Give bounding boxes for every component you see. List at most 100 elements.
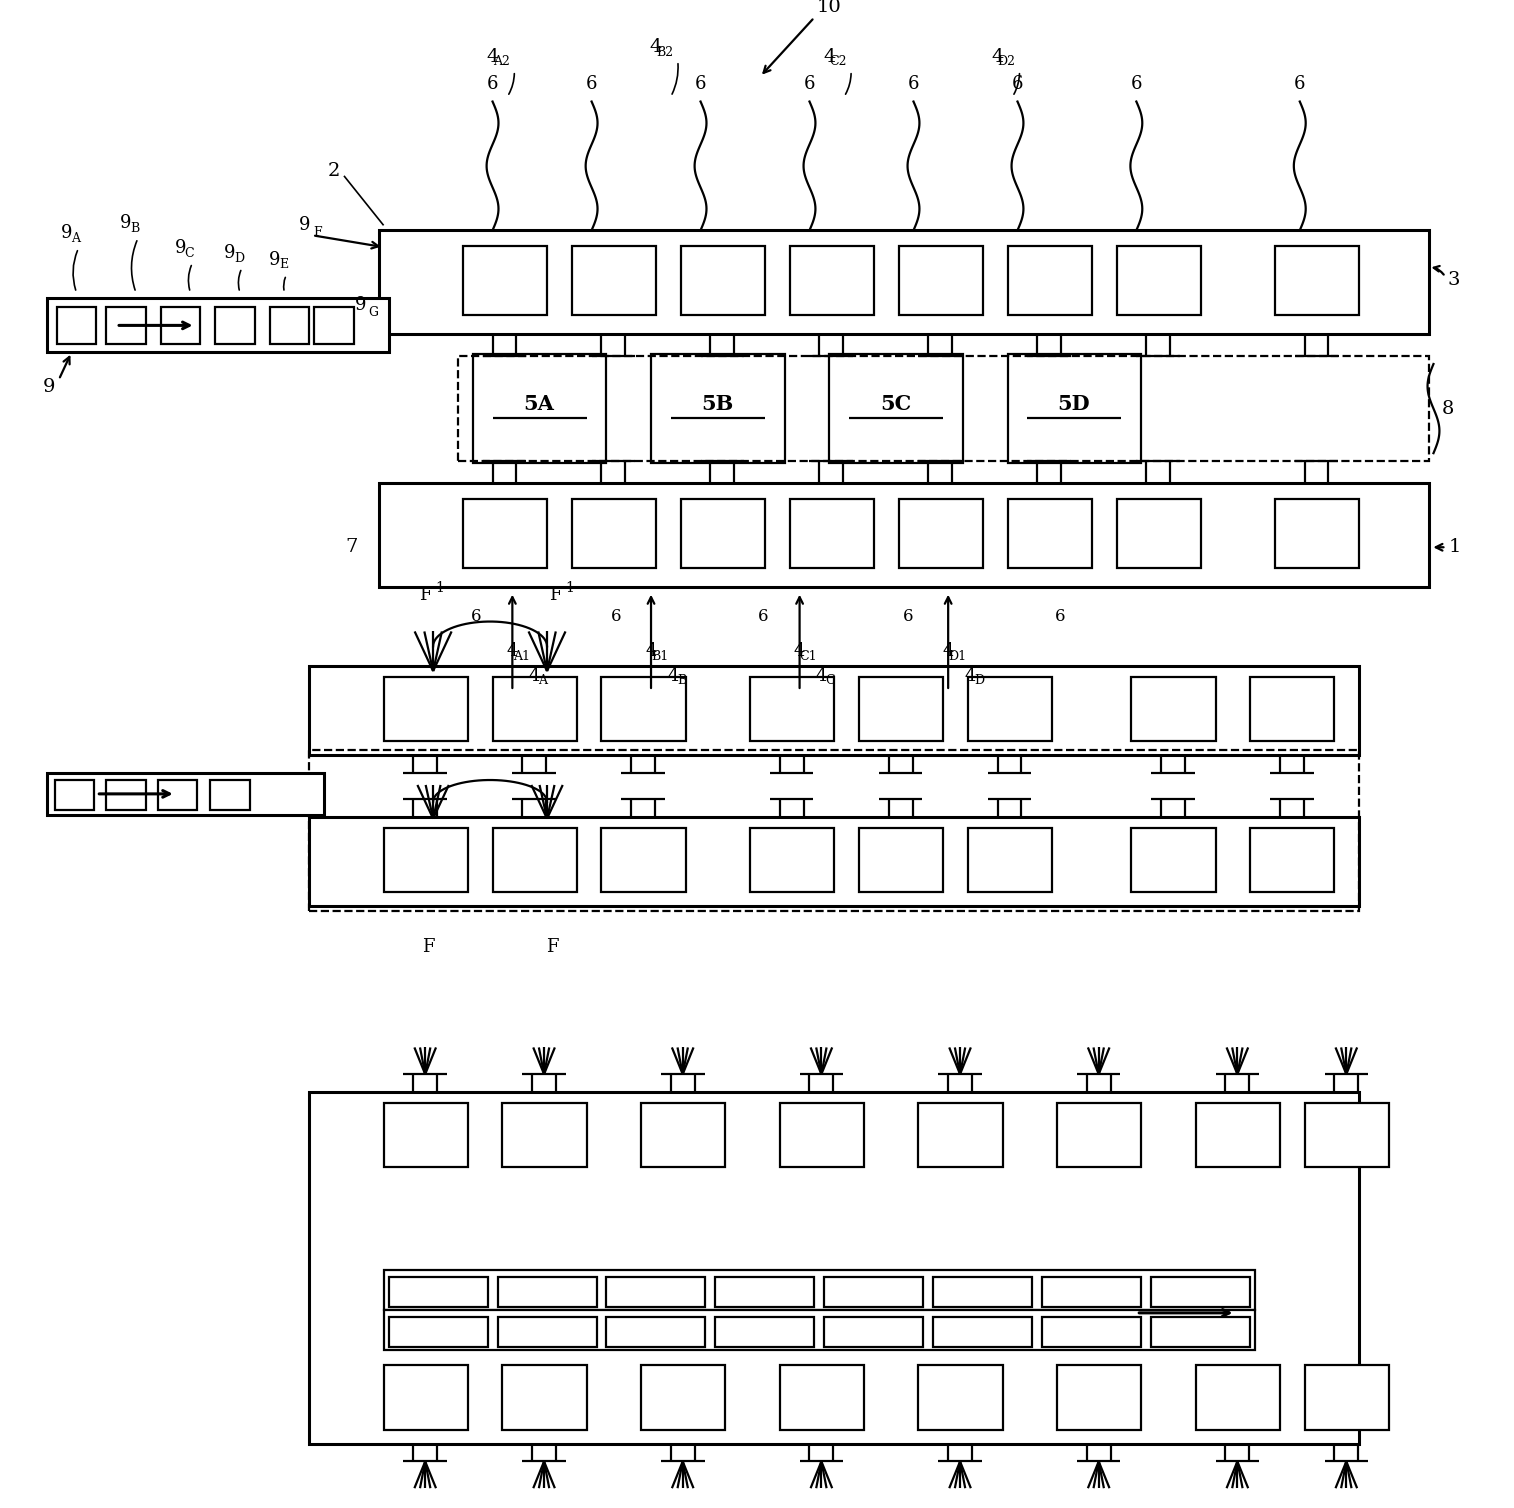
- Bar: [463, 246, 547, 315]
- Text: 6: 6: [757, 608, 768, 626]
- Text: 4: 4: [668, 667, 678, 685]
- Text: 1: 1: [565, 581, 574, 594]
- Text: E: E: [279, 258, 288, 271]
- Text: 9: 9: [269, 250, 280, 268]
- Bar: [601, 677, 686, 742]
- Text: G: G: [369, 306, 378, 320]
- Bar: [1042, 1277, 1142, 1307]
- Text: 6: 6: [804, 75, 815, 92]
- Text: 9: 9: [298, 216, 310, 234]
- Text: D: D: [974, 674, 984, 688]
- Bar: [640, 1102, 725, 1167]
- Bar: [498, 1316, 597, 1347]
- Bar: [1116, 246, 1201, 315]
- Bar: [858, 828, 943, 891]
- Text: C2: C2: [830, 56, 846, 68]
- Text: C1: C1: [799, 650, 818, 662]
- Bar: [503, 1102, 586, 1167]
- Bar: [47, 297, 389, 353]
- Text: 6: 6: [488, 75, 498, 92]
- Text: C: C: [185, 247, 194, 259]
- Text: 5B: 5B: [701, 394, 733, 413]
- Text: 6: 6: [904, 608, 914, 626]
- Text: 6: 6: [908, 75, 919, 92]
- Text: 4: 4: [992, 48, 1004, 66]
- Bar: [824, 1277, 924, 1307]
- Bar: [378, 231, 1429, 335]
- Text: 1: 1: [1449, 538, 1461, 556]
- Bar: [1008, 246, 1092, 315]
- Bar: [457, 356, 1429, 461]
- Bar: [106, 306, 145, 344]
- Bar: [383, 1365, 468, 1430]
- Text: 4: 4: [824, 48, 836, 66]
- Bar: [790, 246, 874, 315]
- Bar: [1116, 499, 1201, 569]
- Bar: [1196, 1102, 1279, 1167]
- Bar: [492, 828, 577, 891]
- Bar: [309, 1092, 1360, 1443]
- Text: B2: B2: [657, 45, 674, 59]
- Bar: [967, 677, 1052, 742]
- Bar: [780, 1365, 864, 1430]
- Bar: [1251, 677, 1334, 742]
- Bar: [309, 817, 1360, 906]
- Text: D2: D2: [998, 56, 1016, 68]
- Bar: [1057, 1365, 1142, 1430]
- Text: 6: 6: [471, 608, 481, 626]
- Bar: [572, 246, 656, 315]
- Bar: [383, 1102, 468, 1167]
- Text: 6: 6: [1131, 75, 1142, 92]
- Text: B1: B1: [651, 650, 669, 662]
- Bar: [824, 1316, 924, 1347]
- Bar: [933, 1277, 1033, 1307]
- Bar: [210, 780, 250, 810]
- Bar: [919, 1365, 1002, 1430]
- Bar: [967, 828, 1052, 891]
- Bar: [1305, 1365, 1388, 1430]
- Bar: [315, 306, 354, 344]
- Bar: [899, 246, 983, 315]
- Bar: [383, 677, 468, 742]
- Bar: [607, 1316, 706, 1347]
- Text: C: C: [825, 674, 836, 688]
- Text: F: F: [548, 585, 562, 603]
- Text: 4: 4: [507, 642, 518, 661]
- Text: F: F: [422, 938, 435, 956]
- Text: F: F: [419, 585, 431, 603]
- Text: 10: 10: [818, 0, 842, 17]
- Bar: [681, 499, 765, 569]
- Bar: [933, 1316, 1033, 1347]
- Bar: [651, 354, 784, 463]
- Bar: [472, 354, 607, 463]
- Text: 6: 6: [586, 75, 598, 92]
- Bar: [383, 1310, 1255, 1350]
- Text: 4: 4: [943, 642, 954, 661]
- Text: 6: 6: [1055, 608, 1066, 626]
- Text: 5C: 5C: [880, 394, 911, 413]
- Bar: [55, 780, 94, 810]
- Bar: [1305, 1102, 1388, 1167]
- Text: D1: D1: [948, 650, 966, 662]
- Bar: [601, 828, 686, 891]
- Text: 9: 9: [356, 296, 366, 314]
- Bar: [1151, 1277, 1251, 1307]
- Text: 4: 4: [816, 667, 827, 685]
- Bar: [716, 1316, 815, 1347]
- Bar: [1151, 1316, 1251, 1347]
- Bar: [1131, 677, 1216, 742]
- Bar: [157, 780, 197, 810]
- Text: 6: 6: [1294, 75, 1305, 92]
- Bar: [716, 1277, 815, 1307]
- Text: 9: 9: [61, 225, 73, 243]
- Text: 9: 9: [174, 240, 186, 258]
- Text: 2: 2: [329, 161, 341, 179]
- Bar: [830, 354, 963, 463]
- Text: A1: A1: [513, 650, 530, 662]
- Text: 4: 4: [650, 38, 662, 56]
- Text: 4: 4: [528, 667, 540, 685]
- Bar: [1042, 1316, 1142, 1347]
- Bar: [899, 499, 983, 569]
- Text: 9: 9: [42, 379, 55, 395]
- Bar: [309, 751, 1360, 911]
